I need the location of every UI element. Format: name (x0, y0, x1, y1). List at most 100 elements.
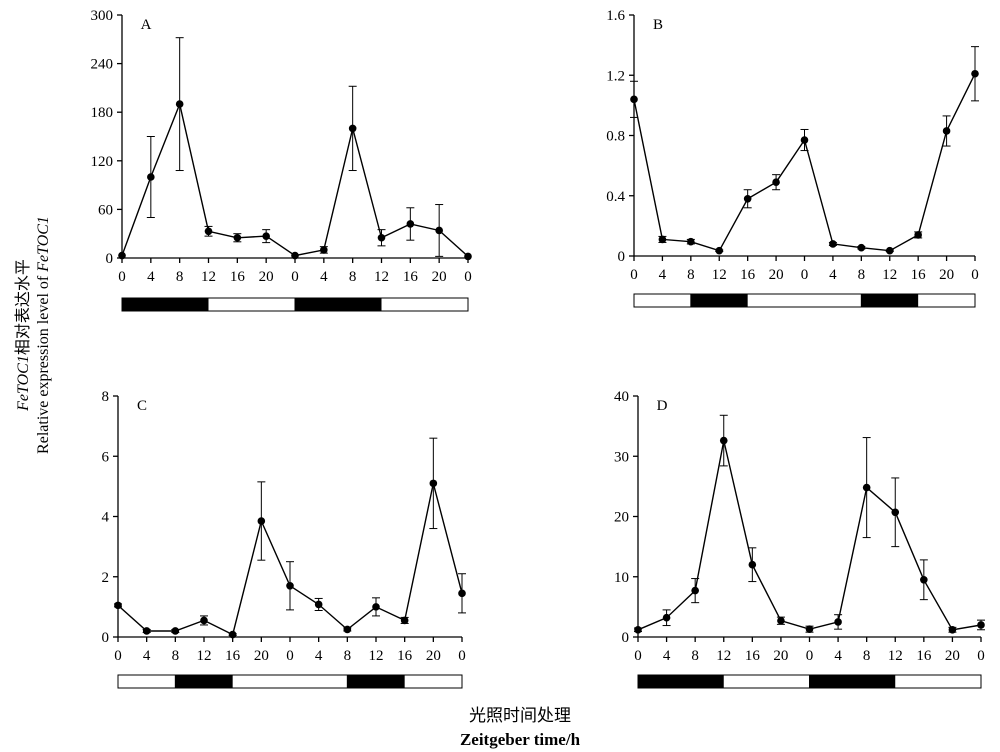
photoperiod-segment-c-5 (261, 675, 290, 688)
photoperiod-segment-d-7 (837, 674, 868, 689)
y-tick-label-b-1: 0.4 (606, 189, 625, 205)
x-tick-label-a-10: 16 (403, 269, 419, 285)
data-point-c-7 (314, 600, 323, 609)
data-point-d-0 (634, 625, 642, 634)
x-tick-label-d-3: 12 (716, 648, 731, 664)
x-tick-label-d-6: 0 (806, 648, 814, 664)
photoperiod-segment-b-4 (747, 294, 777, 307)
x-tick-label-d-2: 8 (691, 648, 699, 664)
x-tick-label-c-7: 4 (315, 648, 323, 664)
data-point-a-1 (147, 173, 155, 181)
data-point-d-8 (862, 483, 871, 492)
x-tick-label-a-9: 12 (374, 269, 389, 285)
x-tick-label-c-0: 0 (114, 648, 122, 664)
x-tick-label-a-0: 0 (118, 269, 126, 285)
data-point-b-10 (914, 231, 922, 239)
x-tick-label-b-0: 0 (630, 267, 638, 283)
photoperiod-segment-b-7 (832, 294, 862, 307)
y-tick-label-a-2: 120 (91, 154, 114, 170)
y-axis-title-line2: Relative expression level of FeTOC1 (35, 216, 52, 454)
x-tick-label-a-7: 4 (320, 269, 328, 285)
data-point-c-2 (171, 627, 180, 635)
y-tick-label-b-2: 0.8 (606, 129, 625, 145)
y-tick-label-d-2: 20 (614, 510, 629, 526)
x-tick-label-b-6: 0 (801, 267, 809, 283)
data-point-b-5 (772, 178, 780, 186)
data-point-a-8 (348, 124, 357, 133)
data-point-c-6 (286, 581, 294, 590)
data-point-c-4 (228, 630, 237, 639)
photoperiod-segment-a-4 (237, 298, 267, 311)
x-tick-label-d-9: 12 (888, 648, 903, 664)
y-axis-title-gene: FeTOC1 (15, 355, 32, 412)
x-axis-title-chinese: 光照时间处理 (469, 706, 571, 725)
photoperiod-segment-d-0 (637, 674, 668, 689)
photoperiod-segment-b-1 (662, 294, 691, 307)
x-tick-label-c-2: 8 (172, 648, 180, 664)
data-point-b-6 (800, 136, 809, 144)
y-tick-label-a-4: 240 (91, 57, 114, 73)
photoperiod-segment-b-8 (860, 293, 891, 308)
y-axis-title-line1: FeTOC1相对表达水平 (14, 259, 32, 412)
x-tick-label-a-5: 20 (259, 269, 274, 285)
panel-letter-a: A (141, 17, 152, 33)
photoperiod-segment-d-4 (752, 675, 781, 688)
photoperiod-segment-b-9 (889, 293, 919, 308)
data-point-b-11 (942, 127, 951, 135)
photoperiod-segment-a-3 (208, 298, 238, 311)
y-tick-label-a-1: 60 (98, 202, 113, 218)
x-tick-label-a-1: 4 (147, 269, 155, 285)
panel-letter-d: D (657, 398, 668, 414)
x-tick-label-d-7: 4 (834, 648, 842, 664)
y-axis-title-chinese: 相对表达水平 (14, 259, 32, 355)
x-tick-label-c-6: 0 (286, 648, 294, 664)
y-tick-label-a-3: 180 (91, 105, 114, 121)
panel-c: 0 2 4 6 8 0 4 8 12 16 20 0 4 8 12 16 20 0 C (102, 389, 466, 689)
y-tick-label-b-0: 0 (618, 249, 626, 265)
photoperiod-segment-d-9 (895, 675, 924, 688)
y-tick-label-a-0: 0 (106, 251, 114, 267)
y-tick-label-d-1: 10 (614, 570, 629, 586)
x-tick-label-d-11: 20 (945, 648, 960, 664)
data-point-d-9 (891, 508, 900, 517)
data-point-d-4 (748, 560, 757, 569)
x-tick-label-c-10: 16 (397, 648, 413, 664)
photoperiod-bar-outline-d (637, 674, 982, 689)
x-tick-label-d-4: 16 (745, 648, 761, 664)
photoperiod-segment-b-3 (718, 293, 749, 308)
y-tick-label-d-4: 40 (614, 389, 629, 405)
photoperiod-segment-b-5 (776, 294, 805, 307)
y-tick-label-c-1: 2 (102, 570, 110, 586)
photoperiod-segment-c-10 (404, 675, 434, 688)
data-point-d-1 (662, 613, 671, 622)
x-tick-label-b-5: 20 (769, 267, 784, 283)
data-point-c-5 (257, 517, 266, 525)
x-tick-label-b-9: 12 (882, 267, 897, 283)
photoperiod-segment-b-2 (690, 293, 720, 308)
x-tick-label-c-3: 12 (197, 648, 212, 664)
data-point-b-4 (743, 194, 752, 203)
data-point-a-0 (118, 251, 126, 260)
data-point-c-10 (400, 616, 409, 625)
data-point-c-8 (343, 625, 352, 634)
x-tick-label-c-11: 20 (426, 648, 441, 664)
y-axis-title-gene-en: FeTOC1 (35, 216, 52, 273)
photoperiod-segment-c-9 (375, 674, 406, 689)
y-axis-title-english: Relative expression level of (35, 272, 52, 454)
photoperiod-segment-a-1 (150, 297, 181, 312)
photoperiod-segment-c-2 (174, 674, 205, 689)
data-point-d-12 (977, 621, 985, 629)
data-point-c-3 (200, 616, 208, 625)
data-point-a-4 (233, 233, 242, 242)
data-point-a-6 (291, 251, 299, 260)
y-tick-label-c-4: 8 (102, 389, 110, 405)
photoperiod-segment-b-10 (918, 294, 947, 307)
photoperiod-segment-d-11 (952, 675, 981, 688)
x-tick-label-c-12: 0 (458, 648, 466, 664)
photoperiod-segment-d-5 (780, 675, 810, 688)
photoperiod-segment-a-5 (266, 298, 295, 311)
x-tick-label-c-1: 4 (143, 648, 151, 664)
photoperiod-segment-b-6 (804, 294, 833, 307)
data-point-c-1 (142, 627, 151, 635)
data-point-b-3 (715, 246, 724, 255)
